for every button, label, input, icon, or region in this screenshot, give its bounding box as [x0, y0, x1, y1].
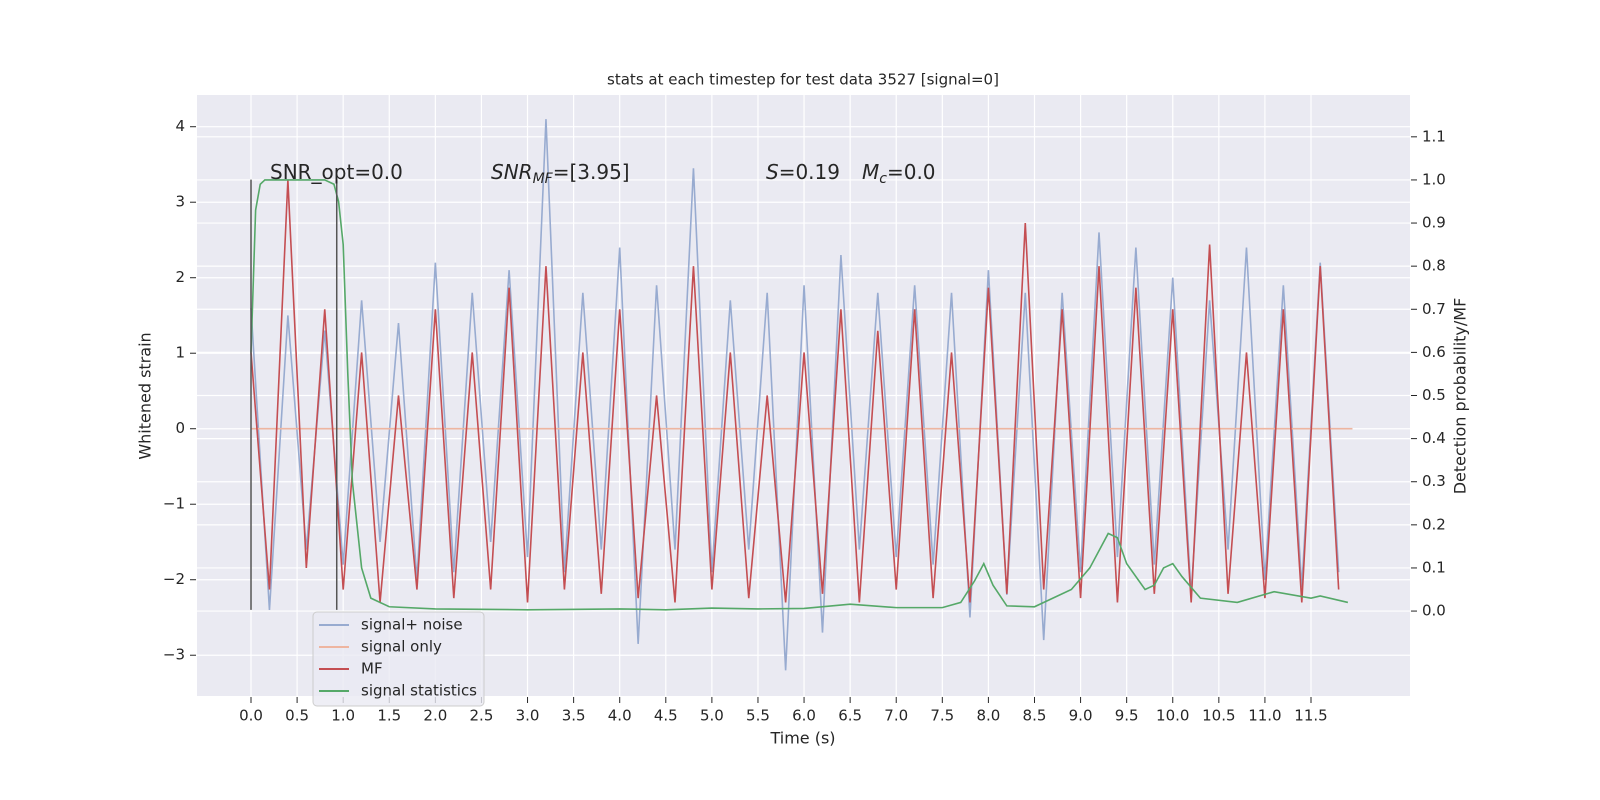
x-axis-label: Time (s)	[769, 729, 835, 748]
x-tick-label: 2.5	[470, 707, 494, 725]
x-tick-label: 0.0	[239, 707, 263, 725]
x-tick-label: 2.0	[423, 707, 447, 725]
x-tick-label: 6.0	[792, 707, 816, 725]
x-tick-label: 7.5	[930, 707, 954, 725]
annotation-part: =[3.95]	[553, 160, 630, 184]
y-tick-label: 2	[175, 268, 185, 286]
y-tick-label: 3	[175, 193, 185, 211]
legend-box	[312, 611, 485, 707]
y2-tick-label: 0.6	[1422, 343, 1446, 361]
annotation: SNR_opt=0.0	[270, 160, 403, 184]
x-tick-label: 4.0	[608, 707, 632, 725]
legend-label: signal only	[361, 638, 442, 656]
y2-tick-label: 0.8	[1422, 257, 1446, 275]
y2-tick-label: 0.5	[1422, 386, 1446, 404]
y2-tick-label: 0.7	[1422, 300, 1446, 318]
x-tick-label: 8.0	[976, 707, 1000, 725]
annotation-part: =0.0	[887, 160, 936, 184]
y2-tick-label: 1.1	[1422, 127, 1446, 145]
y-tick-label: 0	[175, 419, 185, 437]
x-tick-label: 3.5	[562, 707, 586, 725]
y-tick-label: 4	[175, 117, 185, 135]
annotation: S=0.19 Mc=0.0	[766, 160, 936, 188]
x-tick-label: 1.5	[377, 707, 401, 725]
y-tick-label: −1	[163, 495, 185, 513]
y2-tick-label: 0.1	[1422, 558, 1446, 576]
x-tick-label: 9.0	[1069, 707, 1093, 725]
x-tick-label: 7.0	[884, 707, 908, 725]
y2-tick-label: 0.2	[1422, 515, 1446, 533]
legend-label: signal statistics	[361, 682, 477, 700]
x-tick-label: 11.5	[1294, 707, 1327, 725]
series-line	[250, 179, 1349, 611]
x-tick-label: 10.0	[1156, 707, 1189, 725]
x-tick-label: 5.5	[746, 707, 770, 725]
annotation-part: =0.19	[779, 160, 840, 184]
y-axis-label: Whitened strain	[136, 332, 155, 459]
x-tick-label: 1.0	[331, 707, 355, 725]
x-tick-label: 8.5	[1023, 707, 1047, 725]
y-tick-label: −2	[163, 570, 185, 588]
annotation-part: SNR_opt=0.0	[270, 160, 403, 184]
y2-axis-label: Detection probability/MF	[1451, 298, 1470, 495]
x-tick-label: 6.5	[838, 707, 862, 725]
x-tick-label: 9.5	[1115, 707, 1139, 725]
y-tick-label: −3	[163, 646, 185, 664]
legend-label: signal+ noise	[361, 616, 463, 634]
x-tick-label: 11.0	[1248, 707, 1281, 725]
x-tick-label: 5.0	[700, 707, 724, 725]
series-line	[250, 179, 1340, 603]
annotation-part: SNR	[491, 160, 533, 184]
chart-title: stats at each timestep for test data 352…	[607, 71, 999, 89]
annotation-part: MF	[533, 171, 554, 187]
y2-tick-label: 0.0	[1422, 602, 1446, 620]
x-tick-label: 0.5	[285, 707, 309, 725]
y2-tick-label: 0.3	[1422, 472, 1446, 490]
y2-tick-label: 0.4	[1422, 429, 1446, 447]
y2-tick-label: 0.9	[1422, 214, 1446, 232]
annotation-part: S	[766, 160, 779, 184]
x-tick-label: 3.0	[516, 707, 540, 725]
annotation-part: c	[879, 171, 887, 187]
x-tick-label: 4.5	[654, 707, 678, 725]
x-tick-label: 10.5	[1202, 707, 1235, 725]
y2-tick-label: 1.0	[1422, 170, 1446, 188]
annotation: SNRMF=[3.95]	[491, 160, 630, 188]
annotation-part: M	[862, 160, 879, 184]
legend-label: MF	[361, 660, 383, 678]
y-tick-label: 1	[175, 344, 185, 362]
